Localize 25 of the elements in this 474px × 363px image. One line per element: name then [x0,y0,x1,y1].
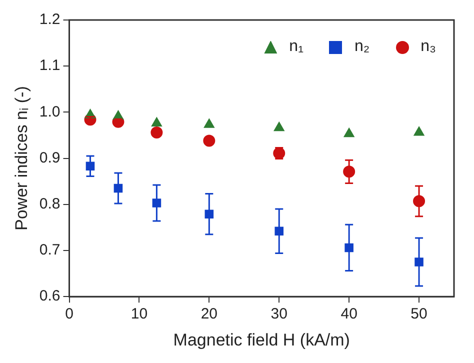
point [204,118,214,128]
x-tick-label: 10 [130,306,148,323]
x-axis-title: Magnetic field H (kA/m) [173,330,350,350]
point [274,122,284,132]
y-tick-label: 1.2 [39,11,60,28]
point [151,117,162,127]
legend-label: n₂ [354,38,370,56]
y-axis-title: Power indices nᵢ (-) [12,86,31,230]
y-tick-label: 0.6 [39,288,60,305]
point [344,128,354,138]
y-tick-label: 0.7 [39,242,60,259]
x-tick-label: 30 [270,306,288,323]
y-tick-label: 1.0 [39,103,60,120]
y-tick-label: 0.8 [39,196,60,213]
point [150,126,163,138]
x-tick-label: 50 [410,306,428,323]
y-tick-label: 0.9 [39,149,60,166]
x-tick-label: 40 [340,306,358,323]
x-tick-label: 20 [200,306,218,323]
legend-label: n₁ [289,38,304,56]
point [414,126,424,136]
legend-label: n₃ [420,38,436,56]
y-tick-label: 1.1 [39,57,60,74]
point [203,134,216,147]
x-tick-label: 0 [65,306,74,323]
